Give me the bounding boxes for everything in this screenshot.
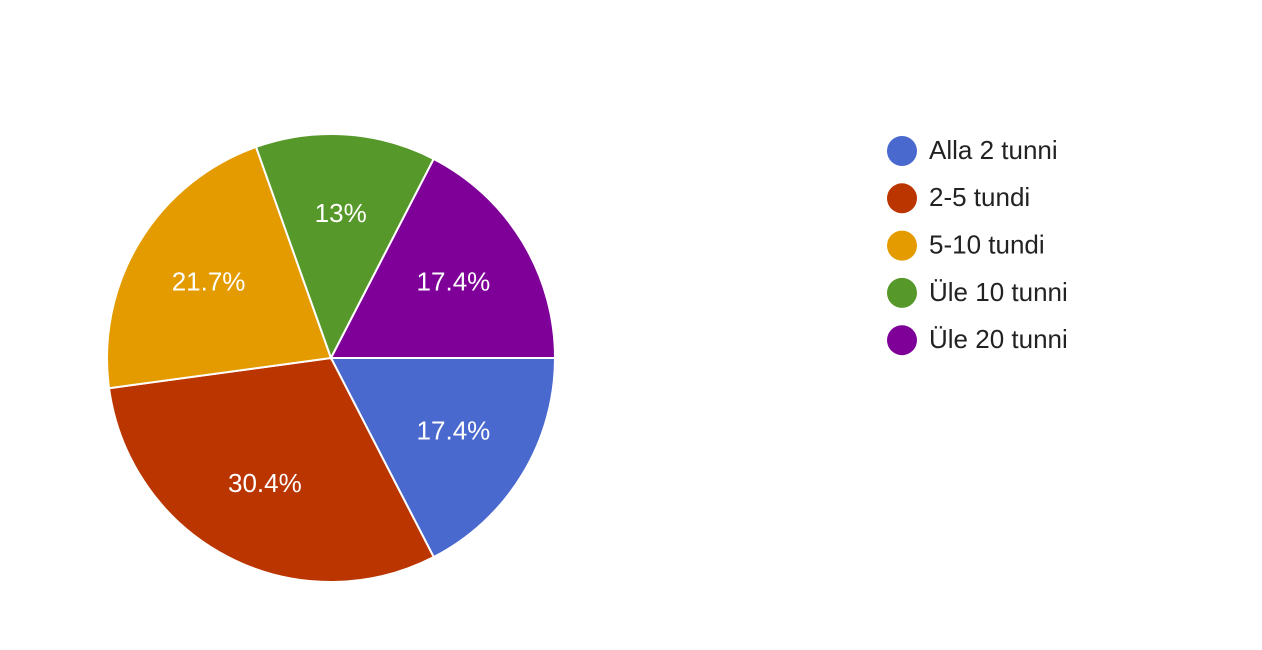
legend-marker <box>887 183 917 214</box>
pie-slice <box>106 145 333 390</box>
pie-slice <box>254 133 436 361</box>
legend-label: Alla 2 tunni <box>929 135 1058 165</box>
legend-label: 2-5 tundi <box>929 182 1030 212</box>
legend-label: Üle 10 tunni <box>929 277 1068 307</box>
pie-slice <box>329 357 557 559</box>
legend-marker <box>887 325 917 356</box>
legend-label: Üle 20 tunni <box>929 324 1068 354</box>
legend-marker <box>887 136 917 166</box>
slice-label: 30.4% <box>228 468 302 498</box>
slice-label: 13% <box>315 198 367 228</box>
pie-slice <box>329 157 557 359</box>
legend-label: 5-10 tundi <box>929 229 1045 259</box>
slice-label: 17.4% <box>417 266 491 296</box>
legend-marker <box>887 230 917 261</box>
legend-marker <box>887 277 917 308</box>
pie-slice <box>107 356 436 583</box>
slice-label: 17.4% <box>417 415 491 445</box>
slice-label: 21.7% <box>172 266 246 296</box>
